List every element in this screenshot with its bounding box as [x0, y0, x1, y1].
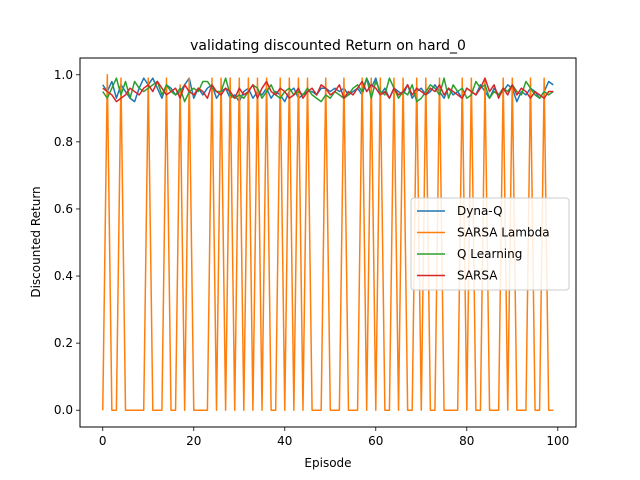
- legend-label-q-learning: Q Learning: [457, 247, 522, 261]
- x-tick-label: 40: [277, 434, 292, 448]
- x-tick-label: 100: [546, 434, 569, 448]
- y-axis: 0.0 0.2 0.4 0.6 0.8 1.0: [54, 68, 80, 417]
- x-axis: 0 20 40 60 80 100: [99, 427, 569, 448]
- series-line-sarsa: [102, 77, 554, 103]
- y-tick-label: 0.6: [54, 202, 73, 216]
- y-tick-label: 0.2: [54, 336, 73, 350]
- axes-frame: [79, 57, 577, 428]
- legend-box: [410, 197, 570, 291]
- x-tick-label: 60: [368, 434, 383, 448]
- plot-area: [102, 74, 554, 411]
- legend-label-sarsa-lambda: SARSA Lambda: [457, 226, 550, 240]
- series-line-sarsa-lambda: [102, 74, 554, 411]
- y-axis-label: Discounted Return: [29, 186, 43, 297]
- legend: Dyna-Q SARSA Lambda Q Learning SARSA: [410, 197, 570, 291]
- legend-label-sarsa: SARSA: [457, 269, 498, 283]
- y-tick-label: 0.8: [54, 135, 73, 149]
- chart-title: validating discounted Return on hard_0: [190, 38, 466, 54]
- x-tick-label: 20: [186, 434, 201, 448]
- x-tick-label: 0: [99, 434, 107, 448]
- y-tick-label: 0.0: [54, 403, 73, 417]
- y-tick-label: 1.0: [54, 68, 73, 82]
- legend-label-dyna-q: Dyna-Q: [457, 204, 503, 218]
- y-tick-label: 0.4: [54, 269, 73, 283]
- x-axis-label: Episode: [304, 456, 351, 470]
- x-tick-label: 80: [459, 434, 474, 448]
